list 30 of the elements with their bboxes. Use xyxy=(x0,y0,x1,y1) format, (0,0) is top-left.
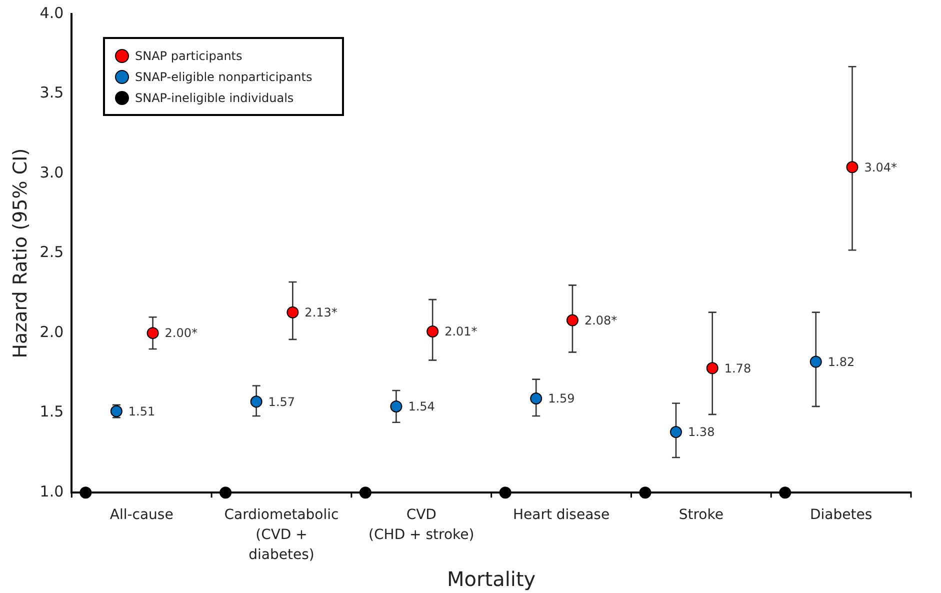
x-tick-label: Diabetes xyxy=(810,507,872,524)
x-tick-label: CVD (CHD + stroke) xyxy=(368,507,474,544)
data-label: 1.57 xyxy=(268,394,296,409)
y-tick-label: 2.5 xyxy=(40,243,64,262)
y-tick-label: 3.5 xyxy=(40,84,64,102)
data-label: 1.38 xyxy=(688,425,715,440)
data-label: 1.59 xyxy=(548,392,575,406)
x-tick-label: Cardiometabolic (CVD + diabetes) xyxy=(224,507,339,564)
y-tick-label: 2.0 xyxy=(40,322,64,341)
x-tick-label: Stroke xyxy=(678,507,724,524)
data-label: 1.78 xyxy=(724,361,752,376)
x-tick-label: Heart disease xyxy=(512,507,610,524)
y-tick-label: 3.0 xyxy=(40,163,64,182)
legend-label: SNAP-eligible nonparticipants xyxy=(135,70,312,84)
data-label: 1.82 xyxy=(828,354,855,369)
y-tick-label: 4.0 xyxy=(40,4,64,22)
data-label: 1.54 xyxy=(408,400,435,414)
legend-label: SNAP-ineligible individuals xyxy=(135,90,294,104)
data-label: 2.08* xyxy=(584,313,618,328)
data-label: 1.51 xyxy=(128,404,156,418)
legend-label: SNAP participants xyxy=(135,48,242,62)
data-label: 2.01* xyxy=(444,324,478,339)
data-label: 3.04* xyxy=(864,160,897,174)
x-axis-title: Mortality xyxy=(447,567,536,592)
y-axis-title: Hazard Ratio (95% CI) xyxy=(9,148,32,358)
data-label: 2.13* xyxy=(304,305,338,320)
x-tick-label: All-cause xyxy=(110,507,174,524)
y-tick-label: 1.0 xyxy=(40,482,64,500)
y-tick-label: 1.5 xyxy=(40,402,64,421)
data-label: 2.00* xyxy=(164,326,198,340)
